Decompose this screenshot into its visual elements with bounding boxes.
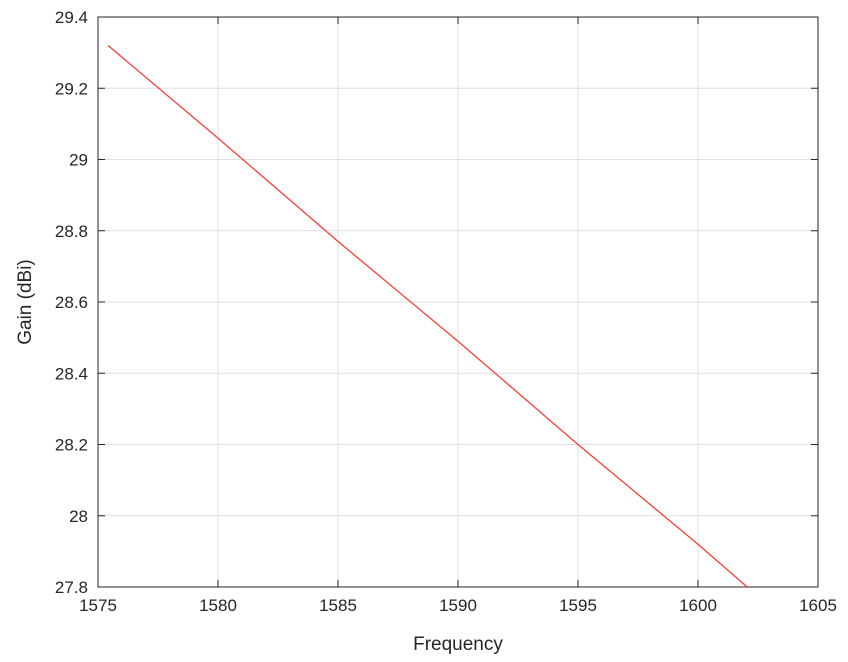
gain-series-line [107,45,748,588]
y-tick-label: 28 [69,507,88,526]
y-axis-title: Gain (dBi) [15,259,36,345]
data-series [107,45,748,588]
x-tick-label: 1580 [199,596,237,615]
x-tick-label: 1590 [439,596,477,615]
x-tick-label: 1585 [319,596,357,615]
x-tick-label: 1600 [679,596,717,615]
y-tick-label: 28.6 [55,293,88,312]
grid [97,16,819,588]
x-tick-label: 1595 [559,596,597,615]
x-tick-label: 1575 [79,596,117,615]
y-tick-label: 28.4 [55,364,88,383]
x-tick-label: 1605 [799,596,837,615]
axis-ticks: 1575 1580 1585 1590 1595 1600 1605 27.8 28 28.2 28… [55,8,837,615]
y-tick-label: 29.4 [55,8,88,27]
x-axis-title: Frequency [413,634,503,655]
y-tick-label: 29.2 [55,79,88,98]
y-tick-label: 27.8 [55,578,88,597]
y-tick-label: 28.2 [55,436,88,455]
y-tick-label: 28.8 [55,222,88,241]
y-tick-label: 29 [69,151,88,170]
